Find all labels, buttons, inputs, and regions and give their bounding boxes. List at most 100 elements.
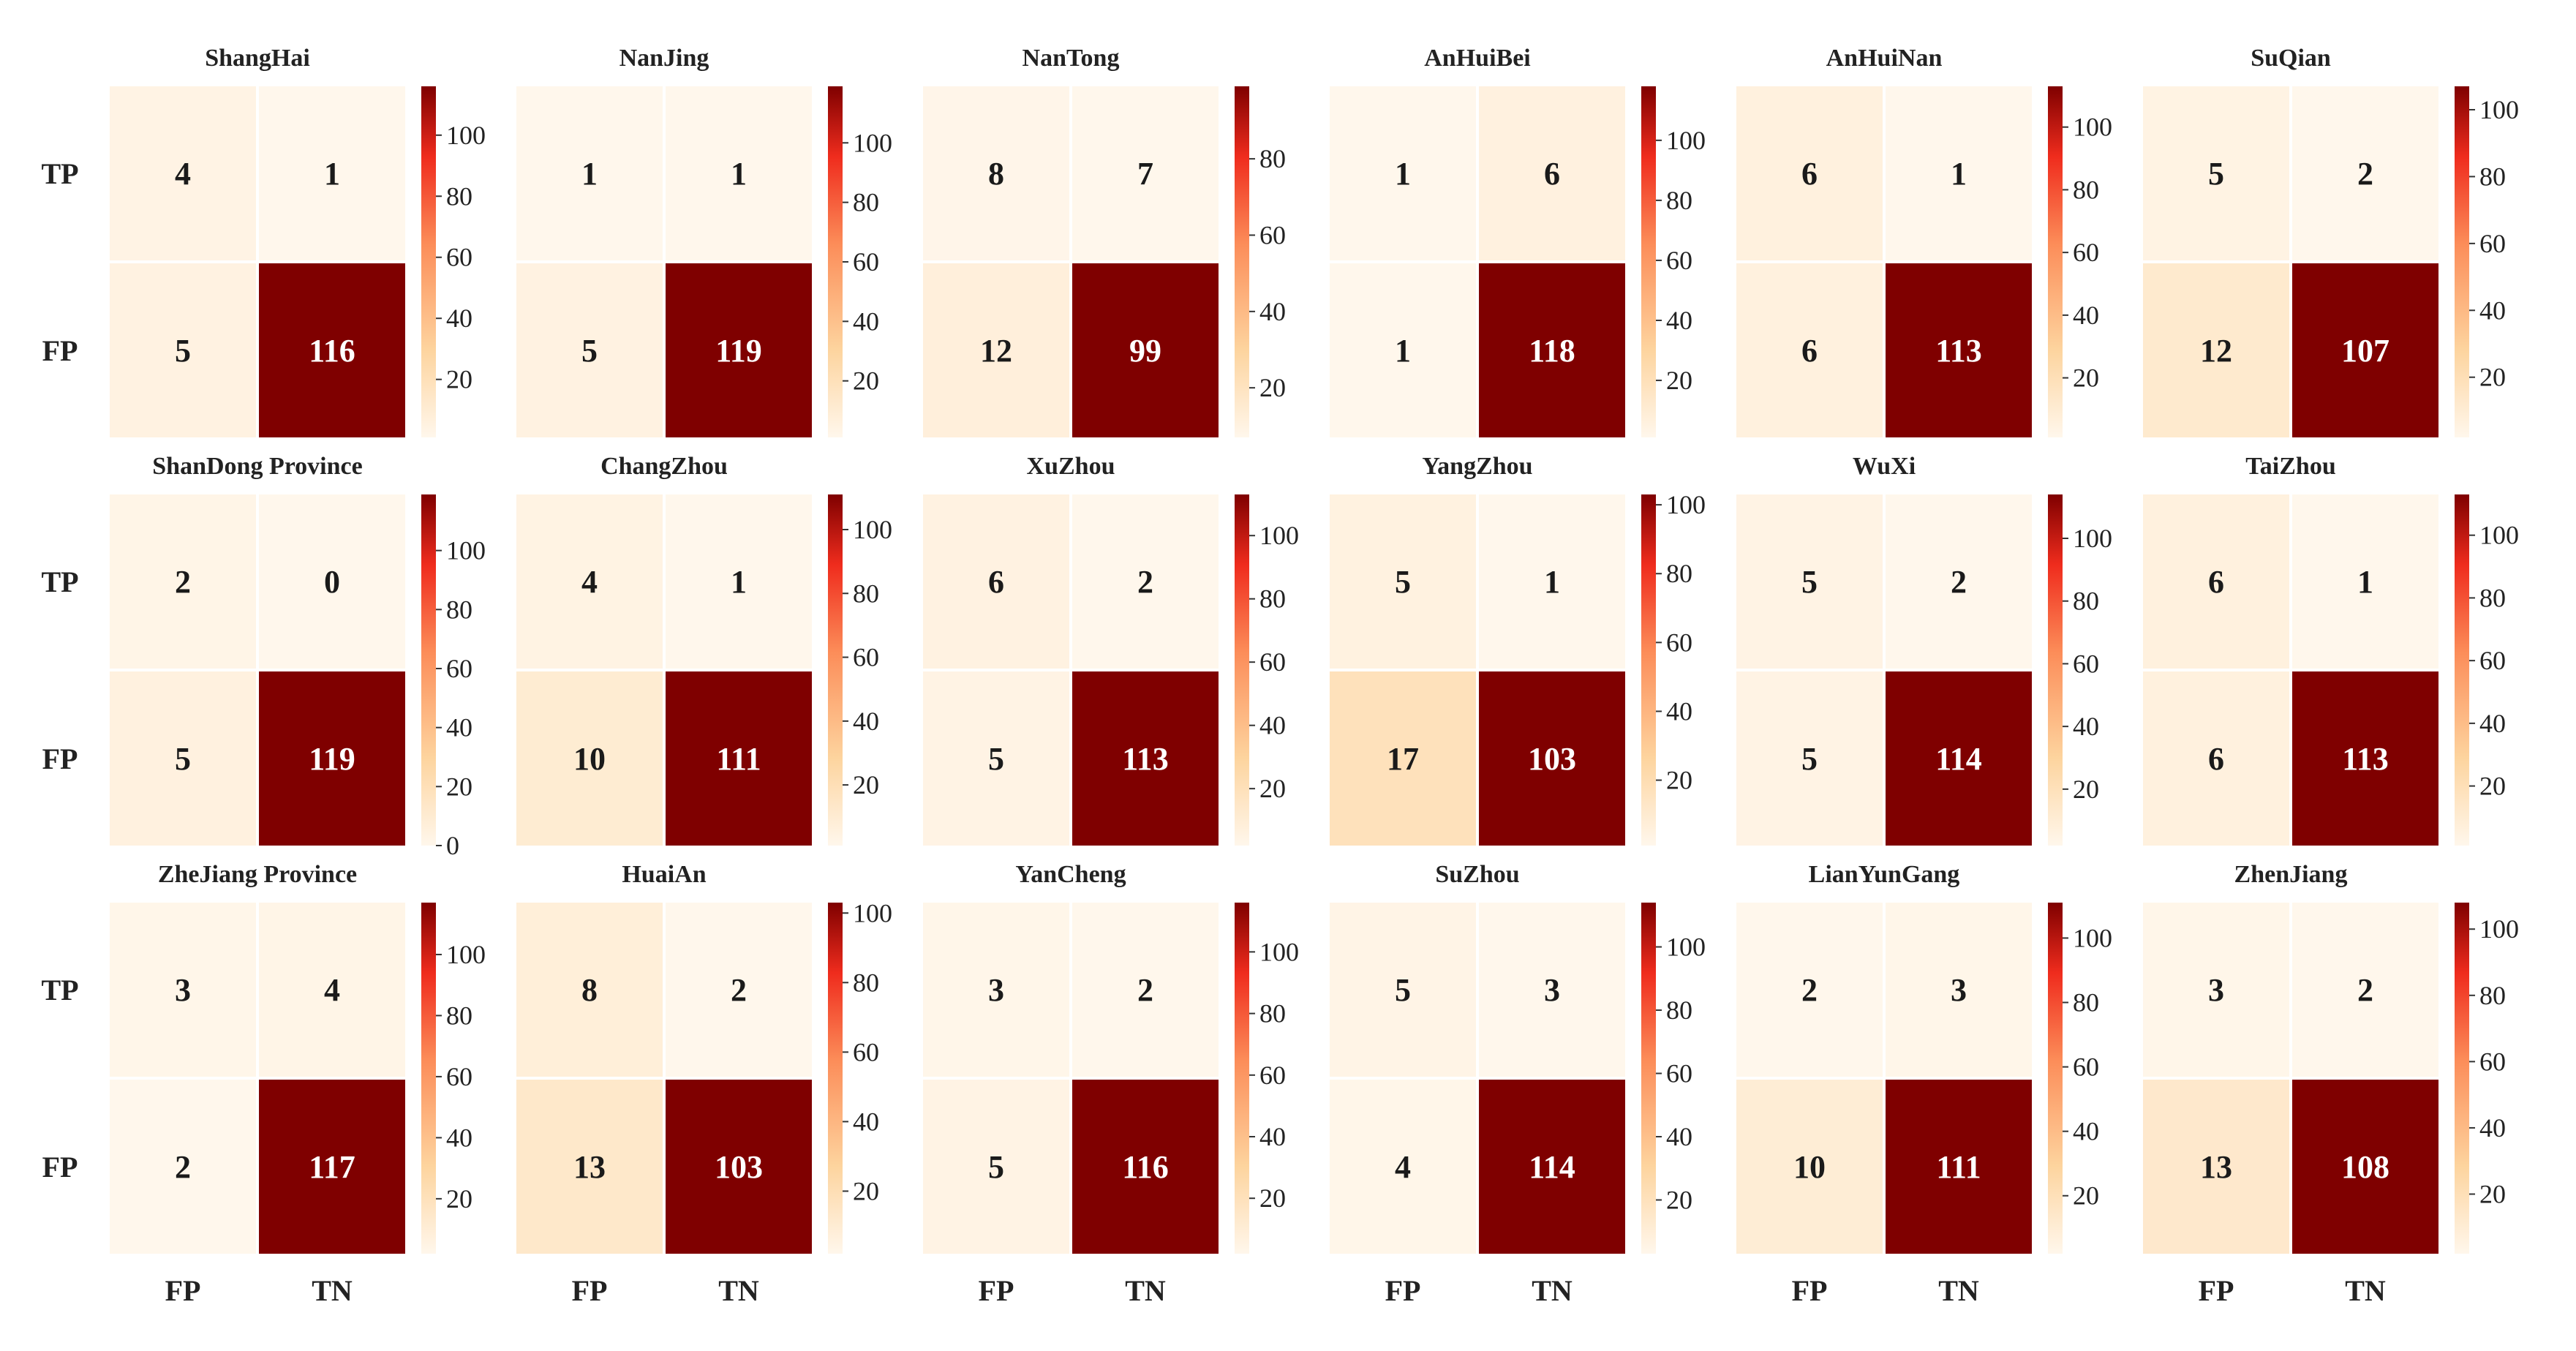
cell-value-label: 12 [980,333,1012,369]
colorbar [421,903,436,1254]
cell-value-label: 1 [731,156,747,192]
heatmap-cell [516,86,663,260]
colorbar-tick-label: 40 [1666,696,1692,726]
colorbar-tick-label: 60 [1259,220,1286,249]
cell-value-label: 113 [2342,741,2389,777]
heatmap-cell [259,903,405,1077]
colorbar-tick-label: 100 [853,128,892,157]
colorbar [828,494,843,846]
colorbar-tick-label: 60 [2479,1047,2506,1076]
heatmap-cell [1736,263,1883,437]
panel-title: SuZhou [1435,861,1519,888]
heatmap-cell [923,671,1069,846]
cell-value-label: 10 [1793,1149,1826,1185]
cell-value-label: 4 [1395,1149,1411,1185]
cell-value-label: 5 [175,741,191,777]
colorbar-tick-label: 20 [2073,364,2099,393]
column-label: FP [572,1274,608,1307]
colorbar-tick-label: 100 [1666,933,1706,962]
panel-title: LianYunGang [1809,861,1960,888]
colorbar [2048,86,2063,437]
column-label: FP [1792,1274,1828,1307]
heatmap-cell [516,671,663,846]
cell-value-label: 13 [573,1149,606,1185]
colorbar-tick-label: 0 [446,831,459,860]
cell-value-label: 2 [2357,156,2373,192]
heatmap-cell [1886,494,2032,669]
heatmap-cell [1479,903,1625,1077]
heatmap-panel: WuXi 5 2 5 114 20 40 60 80 100 [1736,453,2112,846]
cell-value-label: 1 [2357,564,2373,600]
colorbar [1235,86,1249,437]
heatmap-cell [2292,1080,2438,1254]
heatmap-cell [923,903,1069,1077]
heatmap-cell [516,494,663,669]
column-label: FP [2199,1274,2234,1307]
cell-value-label: 4 [581,564,598,600]
heatmap-cell [110,494,256,669]
cell-value-label: 2 [1801,972,1818,1008]
heatmap-panel: XuZhou 6 2 5 113 20 40 60 80 100 [923,453,1299,846]
cell-value-label: 5 [988,741,1004,777]
colorbar-tick-label: 80 [1666,186,1692,215]
panel-title: XuZhou [1027,453,1115,480]
cell-value-label: 6 [1544,156,1560,192]
cell-value-label: 5 [581,333,598,369]
panel-title: SuQian [2251,45,2331,72]
colorbar-tick-label: 20 [446,1184,472,1213]
heatmap-cell [110,671,256,846]
cell-value-label: 1 [1544,564,1560,600]
heatmap-panel: SuZhou 5 3 4 114 20 40 60 80 100 [1330,861,1706,1254]
colorbar-tick-label: 20 [2073,1181,2099,1211]
cell-value-label: 10 [573,741,606,777]
colorbar-tick-label: 40 [1666,306,1692,335]
heatmap-cell [516,1080,663,1254]
colorbar-tick-label: 40 [1259,1122,1286,1151]
cell-value-label: 119 [715,333,762,369]
colorbar-tick-label: 20 [1259,1183,1286,1213]
cell-value-label: 7 [1137,156,1153,192]
heatmap-cell [923,86,1069,260]
heatmap-cell [1886,1080,2032,1254]
colorbar-tick-label: 60 [446,243,472,272]
cell-value-label: 113 [1122,741,1169,777]
cell-value-label: 103 [715,1149,763,1185]
cell-value-label: 111 [1936,1149,1981,1185]
heatmap-panel: YangZhou 5 1 17 103 20 40 60 80 100 [1330,453,1706,846]
cell-value-label: 108 [2341,1149,2389,1185]
cell-value-label: 5 [1801,741,1818,777]
panel-title: ShanDong Province [152,453,362,480]
colorbar-tick-label: 100 [2479,95,2519,124]
heatmap-cell [110,1080,256,1254]
heatmap-cell [1330,494,1476,669]
cell-value-label: 4 [324,972,340,1008]
column-label: TN [312,1274,353,1307]
colorbar-tick-label: 60 [853,247,879,276]
heatmap-panel: ZheJiang Province 3 4 2 117 20 40 60 80 100 [110,861,486,1254]
heatmap-panel: AnHuiBei 1 6 1 118 20 40 60 80 100 [1330,45,1706,437]
colorbar-tick-label: 80 [2479,583,2506,612]
cell-value-label: 8 [581,972,598,1008]
colorbar-tick-label: 80 [2073,988,2099,1017]
colorbar [1641,86,1656,437]
heatmap-cell [1479,1080,1625,1254]
colorbar-tick-label: 100 [853,515,892,544]
heatmap-cell [2143,671,2289,846]
heatmap-cell [666,671,812,846]
heatmap-panel: YanCheng 3 2 5 116 20 40 60 80 100 [923,861,1299,1254]
panel-title: YanCheng [1015,861,1126,888]
colorbar-tick-label: 100 [2479,521,2519,550]
cell-value-label: 1 [1951,156,1967,192]
colorbar-tick-label: 20 [2479,772,2506,801]
cell-value-label: 6 [2208,741,2224,777]
cell-value-label: 99 [1129,333,1161,369]
heatmap-cell [1736,494,1883,669]
cell-value-label: 113 [1935,333,1982,369]
heatmap-cell [259,494,405,669]
colorbar-tick-label: 80 [1666,559,1692,588]
heatmap-cell [1072,263,1219,437]
heatmap-cell [1886,263,2032,437]
heatmap-panel: HuaiAn 8 2 13 103 20 40 60 80 100 [516,861,892,1254]
colorbar-tick-label: 80 [446,181,472,211]
cell-value-label: 2 [1951,564,1967,600]
